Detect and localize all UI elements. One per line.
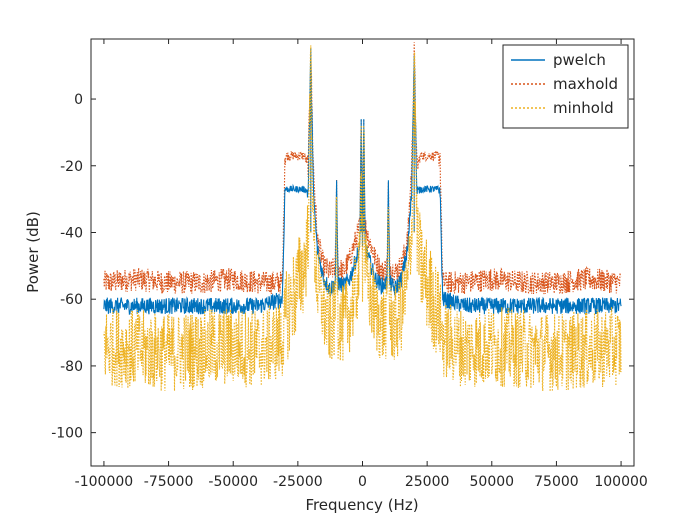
x-tick-label: 75000: [534, 474, 579, 490]
x-tick-label: 50000: [470, 474, 515, 490]
legend-label-maxhold: maxhold: [553, 75, 618, 93]
y-tick-label: 0: [74, 92, 83, 108]
y-axis-ticks: -100 -80 -60 -40 -20 0: [51, 92, 634, 442]
x-tick-label: -50000: [208, 474, 258, 490]
x-tick-label: 0: [358, 474, 367, 490]
legend-label-pwelch: pwelch: [553, 51, 606, 69]
y-tick-label: -60: [60, 292, 83, 308]
y-tick-label: -20: [60, 159, 83, 175]
x-tick-label: 25000: [405, 474, 450, 490]
x-tick-label: -75000: [144, 474, 194, 490]
y-tick-label: -40: [60, 225, 83, 241]
y-tick-label: -80: [60, 359, 83, 375]
y-axis-label: Power (dB): [24, 211, 42, 293]
legend-box: [502, 44, 629, 129]
legend-label-minhold: minhold: [553, 99, 614, 117]
x-tick-label: -100000: [75, 474, 134, 490]
legend: pwelch maxhold minhold: [502, 44, 629, 129]
x-axis-ticks: -100000 -75000 -50000 -25000 0 25000 50000 7500…: [75, 39, 648, 490]
y-tick-label: -100: [51, 426, 83, 442]
series-minhold: [103, 45, 622, 392]
x-tick-label: -25000: [273, 474, 323, 490]
x-tick-label: 100000: [594, 474, 647, 490]
x-axis-label: Frequency (Hz): [305, 496, 418, 514]
series-layer: [103, 42, 622, 392]
